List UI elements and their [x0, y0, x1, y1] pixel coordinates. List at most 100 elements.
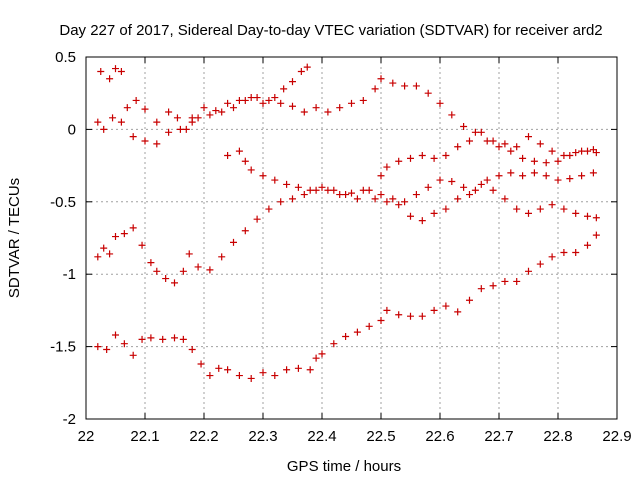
data-point — [241, 96, 249, 104]
data-point — [294, 364, 302, 372]
data-point — [377, 317, 385, 325]
data-point — [147, 259, 155, 267]
data-point — [359, 96, 367, 104]
data-point — [342, 191, 350, 199]
data-point — [171, 279, 178, 287]
data-point — [165, 108, 173, 116]
data-point — [215, 364, 223, 372]
data-point — [318, 350, 326, 358]
data-point — [312, 354, 320, 362]
data-point — [283, 180, 291, 188]
data-point — [483, 176, 491, 184]
data-point — [324, 186, 332, 194]
data-point — [525, 209, 532, 217]
data-point — [129, 351, 137, 359]
data-point — [584, 212, 591, 220]
data-point — [306, 366, 314, 374]
data-point — [592, 231, 600, 239]
data-point — [182, 125, 190, 133]
data-point — [247, 374, 255, 382]
satellite-track-3 — [224, 128, 600, 203]
data-point — [442, 302, 450, 310]
x-tick-label: 22.1 — [130, 428, 159, 445]
data-point — [176, 125, 184, 133]
data-point — [235, 372, 243, 380]
data-point — [584, 241, 591, 249]
data-point — [572, 149, 580, 157]
data-point — [525, 267, 532, 275]
x-axis-label: GPS time / hours — [287, 458, 401, 475]
data-point — [401, 198, 409, 206]
data-point — [283, 366, 291, 374]
x-tick-label: 22.2 — [189, 428, 218, 445]
data-point — [448, 178, 456, 186]
data-point — [542, 159, 550, 167]
y-tick-label: -2 — [63, 411, 76, 428]
data-point — [230, 104, 237, 112]
data-point — [312, 186, 320, 194]
data-point — [253, 94, 261, 102]
data-point — [235, 96, 243, 104]
data-point — [566, 151, 574, 159]
data-point — [418, 312, 426, 320]
data-point — [477, 128, 485, 136]
data-point — [294, 183, 302, 191]
data-point — [289, 195, 296, 203]
data-point — [171, 334, 178, 342]
data-point — [206, 372, 214, 380]
data-points — [94, 63, 600, 382]
data-point — [471, 128, 479, 136]
data-point — [206, 266, 214, 274]
data-point — [324, 108, 332, 116]
data-point — [418, 151, 426, 159]
y-tick-label: -1.5 — [50, 339, 76, 356]
data-point — [141, 137, 149, 145]
data-point — [471, 186, 479, 194]
x-tick-label: 22.7 — [484, 428, 513, 445]
y-tick-label: 0 — [68, 121, 76, 138]
data-point — [407, 212, 414, 220]
data-point — [530, 157, 538, 165]
y-axis-label: SDTVAR / TECUs — [6, 178, 23, 298]
data-point — [554, 157, 562, 165]
data-point — [460, 183, 468, 191]
data-point — [224, 151, 232, 159]
data-point — [365, 322, 373, 330]
data-point — [277, 198, 285, 206]
data-point — [477, 285, 485, 293]
data-point — [578, 172, 586, 180]
data-point — [454, 143, 462, 151]
y-tick-label: -0.5 — [50, 194, 76, 211]
x-tick-label: 22.9 — [602, 428, 631, 445]
satellite-track-4 — [94, 180, 600, 287]
grid-lines — [86, 57, 617, 419]
data-point — [589, 169, 597, 177]
data-point — [348, 99, 355, 107]
data-point — [584, 147, 591, 155]
data-point — [300, 191, 308, 199]
data-point — [383, 198, 391, 206]
axis-ticks: 22 22.1 22.2 22.3 22.4 22.5 22.6 22.7 22.8 22.9 0.… — [50, 49, 631, 445]
data-point — [153, 140, 161, 148]
x-tick-label: 22 — [78, 428, 95, 445]
data-point — [241, 227, 249, 235]
data-point — [103, 345, 111, 353]
data-point — [572, 248, 580, 256]
data-point — [330, 340, 338, 348]
data-point — [259, 172, 267, 180]
plot-frame — [85, 56, 618, 420]
data-point — [466, 137, 473, 145]
data-point — [430, 306, 438, 314]
data-point — [336, 191, 344, 199]
x-tick-label: 22.8 — [543, 428, 572, 445]
data-point — [501, 195, 509, 203]
data-point — [412, 191, 420, 199]
data-point — [259, 99, 267, 107]
data-point — [197, 360, 205, 368]
data-point — [495, 143, 503, 151]
satellite-track-6 — [94, 231, 600, 382]
data-point — [507, 147, 515, 155]
data-point — [424, 183, 432, 191]
data-point — [188, 118, 196, 126]
data-point — [218, 108, 226, 116]
